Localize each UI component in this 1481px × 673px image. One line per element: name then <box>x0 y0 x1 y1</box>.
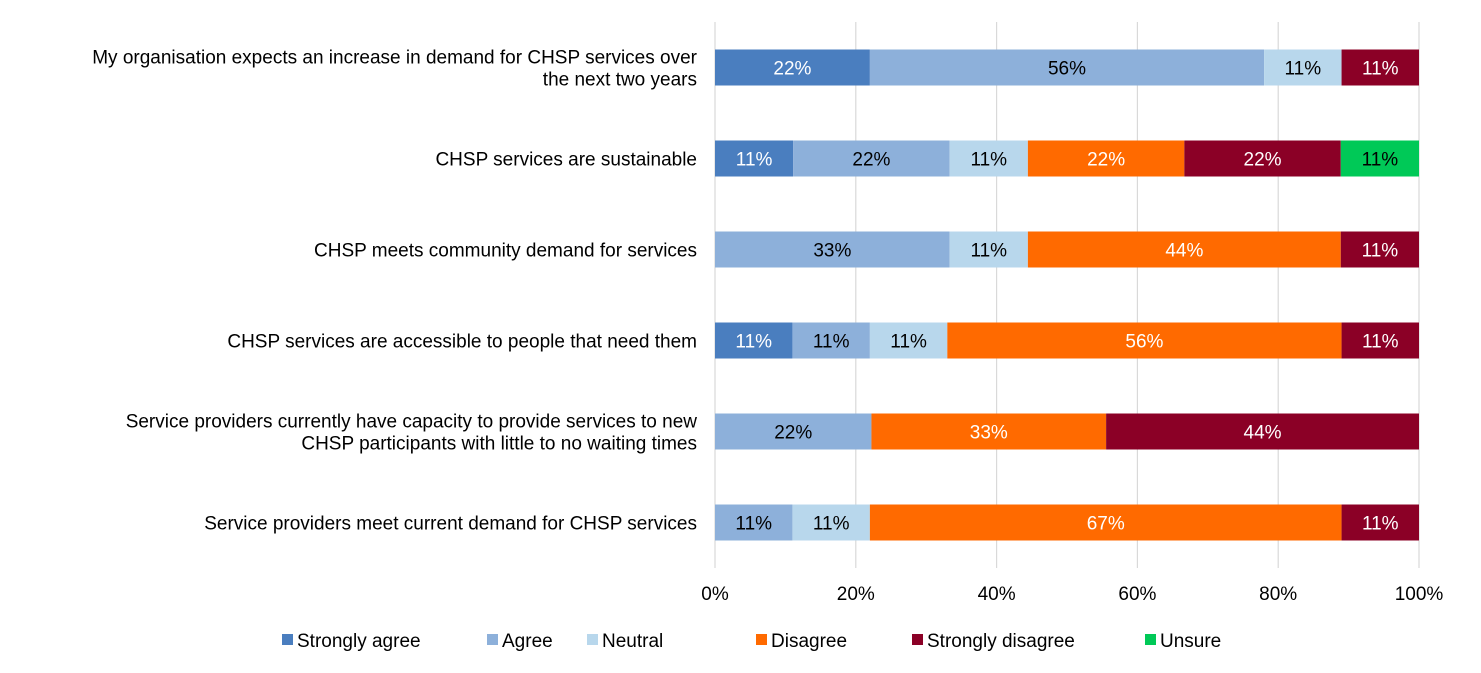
bar-segment <box>792 322 870 359</box>
data-label: 11% <box>735 332 772 353</box>
data-label: 44% <box>1165 241 1203 262</box>
bar-segment <box>949 231 1028 268</box>
bar-segment <box>1264 49 1342 86</box>
category-label: CHSP participants with little to no wait… <box>301 434 697 455</box>
data-label: 56% <box>1048 59 1086 80</box>
bar-segment <box>1184 140 1341 177</box>
bar-segment <box>1027 140 1185 177</box>
category-label: the next two years <box>543 70 697 91</box>
data-label: 56% <box>1125 332 1163 353</box>
data-label: 22% <box>1244 150 1282 171</box>
x-tick-label: 80% <box>1259 584 1297 605</box>
data-label: 22% <box>773 59 811 80</box>
data-label: 22% <box>852 150 890 171</box>
data-label: 11% <box>970 150 1007 171</box>
data-label: 11% <box>1362 514 1399 535</box>
bar-segment <box>715 49 870 86</box>
legend-swatch <box>487 634 498 645</box>
bar-segment <box>1341 322 1419 359</box>
data-label: 11% <box>813 514 850 535</box>
data-label: 11% <box>1362 150 1399 171</box>
legend-swatch <box>587 634 598 645</box>
bar-segment <box>715 140 794 177</box>
data-label: 11% <box>1362 241 1399 262</box>
data-label: 11% <box>1362 332 1399 353</box>
legend-label: Strongly agree <box>297 631 421 652</box>
bar-segment <box>715 504 793 541</box>
data-label: 11% <box>813 332 850 353</box>
legend-label: Strongly disagree <box>927 631 1075 652</box>
data-label: 11% <box>890 332 927 353</box>
bar-segment <box>947 322 1342 359</box>
bars: 22% 56% 11% 11% 11% 22% 11% 22% 22% 11% 33% 11% 44% 1… <box>715 49 1419 541</box>
bar-segment <box>869 504 1342 541</box>
x-tick-label: 40% <box>978 584 1016 605</box>
x-tick-label: 60% <box>1118 584 1156 605</box>
x-tick-label: 100% <box>1395 584 1444 605</box>
gridlines <box>714 22 1420 568</box>
legend: Strongly agree Agree Neutral Disagree Strong… <box>282 631 1221 652</box>
bar-segment <box>1340 140 1419 177</box>
x-tick-label: 20% <box>837 584 875 605</box>
data-label: 11% <box>736 150 773 171</box>
bar-segment <box>949 140 1028 177</box>
category-label: Service providers meet current demand fo… <box>204 514 697 535</box>
category-label: CHSP services are accessible to people t… <box>227 332 697 353</box>
data-label: 11% <box>1362 59 1399 80</box>
category-label: CHSP meets community demand for services <box>314 241 697 262</box>
legend-label: Neutral <box>602 631 663 652</box>
bar-segment <box>792 504 870 541</box>
x-axis: 0% 20% 40% 60% 80% 100% <box>701 584 1443 605</box>
bar-segment <box>869 322 948 359</box>
data-label: 11% <box>1285 59 1322 80</box>
bar-segment <box>715 413 872 450</box>
bar-segment <box>1106 413 1419 450</box>
legend-swatch <box>1145 634 1156 645</box>
x-tick-label: 0% <box>701 584 729 605</box>
data-label: 33% <box>970 423 1008 444</box>
bar-segment <box>1341 504 1419 541</box>
data-label: 33% <box>813 241 851 262</box>
bar-segment <box>871 413 1107 450</box>
bar-segment <box>869 49 1265 86</box>
bar-segment <box>1341 49 1419 86</box>
data-label: 11% <box>970 241 1007 262</box>
legend-swatch <box>912 634 923 645</box>
legend-swatch <box>282 634 293 645</box>
bar-segment <box>793 140 950 177</box>
data-label: 22% <box>1087 150 1125 171</box>
category-label: My organisation expects an increase in d… <box>92 48 697 69</box>
legend-swatch <box>756 634 767 645</box>
bar-segment <box>1027 231 1341 268</box>
bar-segment <box>715 322 793 359</box>
category-label: Service providers currently have capacit… <box>126 412 698 433</box>
legend-label: Agree <box>502 631 553 652</box>
data-label: 11% <box>735 514 772 535</box>
legend-label: Disagree <box>771 631 847 652</box>
bar-segment <box>1340 231 1419 268</box>
data-label: 22% <box>774 423 812 444</box>
category-label: CHSP services are sustainable <box>435 150 697 171</box>
legend-label: Unsure <box>1160 631 1221 652</box>
bar-segment <box>715 231 950 268</box>
category-labels: My organisation expects an increase in d… <box>92 48 697 535</box>
data-label: 44% <box>1244 423 1282 444</box>
data-label: 67% <box>1087 514 1125 535</box>
